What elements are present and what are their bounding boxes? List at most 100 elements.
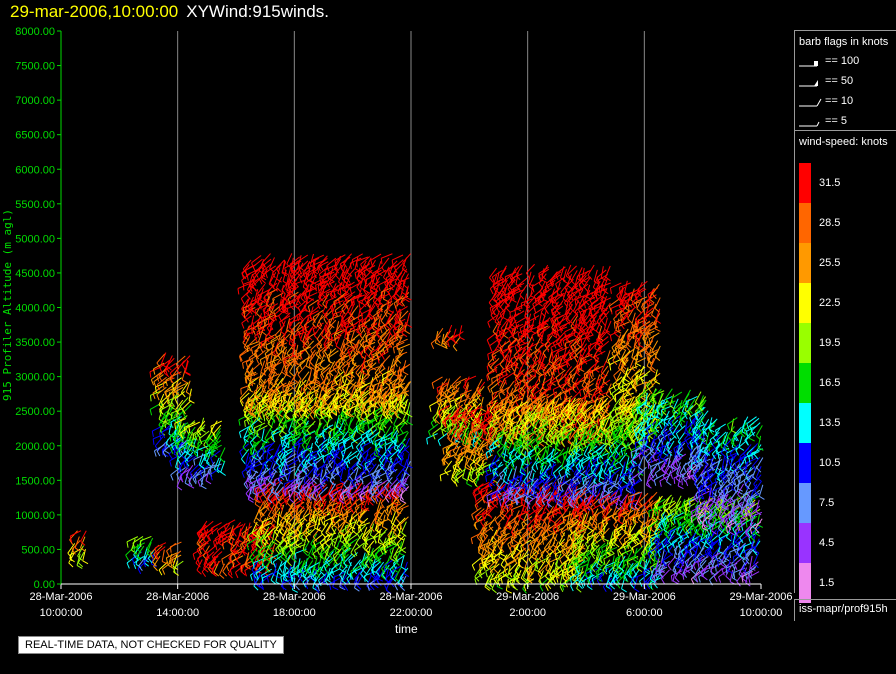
wind-barb [170,371,182,378]
wind-barb-feather [194,434,198,441]
wind-barb [182,400,192,410]
wind-barb-feather [284,359,286,366]
wind-barb [287,531,293,544]
wind-barb-feather [260,342,263,349]
wind-barb-feather [429,405,432,412]
wind-barb [256,533,265,544]
wind-barb-feather [291,557,297,563]
wind-barb-feather [393,540,398,546]
wind-barb-feather [344,526,347,533]
wind-barb [342,527,352,537]
wind-barb [350,565,362,572]
wind-barb-feather [258,585,265,591]
wind-barb-feather [271,517,277,523]
wind-barb-feather [272,561,276,568]
wind-barb [243,526,248,539]
wind-barb-feather [278,420,285,425]
wind-barb-feather [430,343,435,350]
wind-barb [202,538,211,549]
wind-barb [390,503,402,510]
wind-barb-feather [206,462,212,467]
wind-barb [207,527,218,536]
wind-barb-feather [283,578,289,583]
wind-barb-feather [165,366,170,373]
wind-barb [392,546,400,558]
wind-barb-feather [251,380,254,387]
wind-barb-feather [302,566,307,572]
wind-barb [398,343,411,350]
wind-barb-feather [295,515,300,521]
wind-barb-feather [263,368,266,375]
wind-barb-feather [323,318,328,325]
wind-barb [360,563,368,575]
wind-barb-feather [394,492,399,498]
wind-barb [260,501,269,512]
wind-barb-feather [153,450,157,457]
wind-barb-feather [246,345,249,352]
wind-barb-feather [358,526,363,532]
wind-barb-feather [351,515,356,522]
wind-barb-feather [281,585,287,591]
wind-barb-feather [206,552,210,559]
wind-barb-feather [306,503,312,509]
wind-barb-feather [333,559,338,565]
wind-barb [150,390,162,396]
wind-barb [349,498,358,509]
wind-barb-feather [187,442,193,448]
wind-barb [246,537,258,545]
wind-barb-feather [151,430,154,438]
wind-barb-feather [327,457,330,464]
wind-barb-feather [242,307,245,314]
wind-barb-feather [286,534,289,542]
wind-barb-feather [369,460,375,467]
wind-barb-feather [230,549,237,553]
wind-barb-feather [338,299,341,306]
wind-barb-feather [369,585,375,591]
wind-barb-feather [320,571,326,577]
wind-barb-feather [294,533,300,539]
wind-barb-feather [216,469,223,474]
wind-barb [384,501,394,512]
wind-barb-feather [289,371,295,377]
wind-barb-feather [291,571,298,576]
wind-barb [390,511,396,524]
wind-barb [251,362,262,371]
wind-barb [426,433,438,439]
wind-barb [271,426,283,434]
wind-barb-feather [211,568,216,575]
wind-barb-feather [221,543,225,550]
wind-barb-feather [69,539,74,545]
wind-barb-feather [385,541,389,548]
wind-barb [192,547,204,555]
wind-barb-feather [315,587,320,594]
wind-barb-feather [256,533,262,539]
wind-barb-feather [205,480,212,485]
wind-barb-feather [239,566,242,573]
wind-barb-feather [361,424,363,431]
wind-barb-feather [255,535,261,542]
wind-barb-feather [375,276,379,283]
wind-barb [244,563,256,571]
wind-barb [133,542,145,549]
wind-barb-feather [331,540,334,547]
wind-barb [390,546,395,559]
header-datetime: 29-mar-2006,10:00:00 [10,2,179,21]
wind-barb-feather [175,388,178,395]
wind-barb-feather [263,479,267,486]
wind-barb [262,553,274,561]
wind-barb-feather [276,556,282,562]
wind-barb-feather [391,577,397,582]
wind-barb-feather [139,540,142,547]
wind-barb-feather [180,474,183,481]
wind-barb-feather [137,568,142,575]
wind-barb-feather [169,435,172,442]
wind-barb [297,558,301,571]
wind-barb-feather [316,528,323,533]
wind-barb-feather [377,523,379,530]
wind-barb-feather [154,386,157,394]
wind-barb-feather [284,499,288,506]
wind-barb-feather [386,518,393,523]
wind-barb [263,516,269,529]
wind-barb [149,366,162,373]
chart-title: XYWind:915winds. [186,2,329,21]
